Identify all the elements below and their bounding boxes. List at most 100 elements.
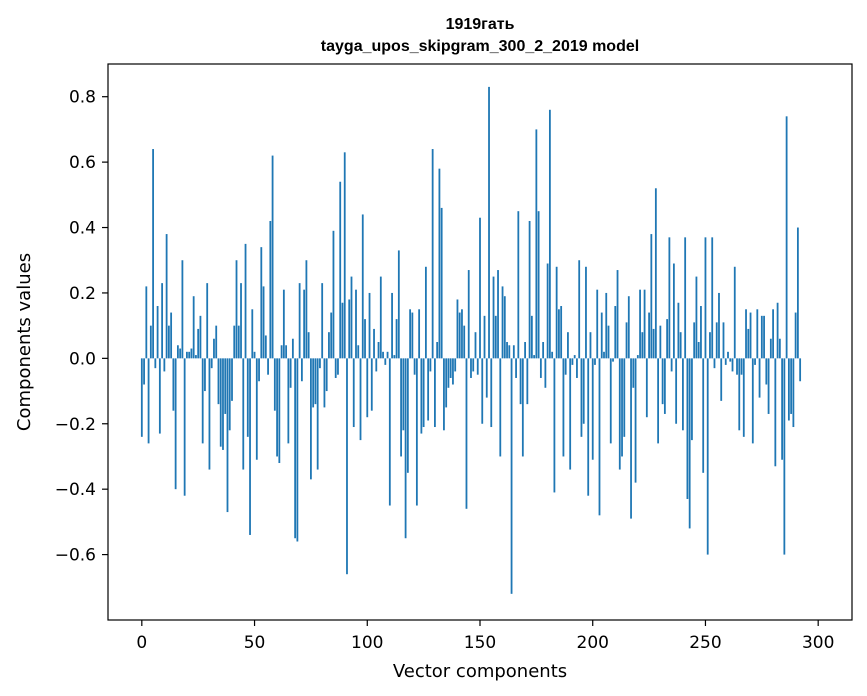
- bar: [271, 155, 274, 359]
- bar: [501, 286, 504, 359]
- bar: [368, 292, 371, 359]
- bar: [562, 358, 565, 457]
- bar: [267, 358, 269, 375]
- bar: [713, 358, 716, 369]
- bar: [201, 358, 204, 444]
- bar: [551, 351, 554, 359]
- bar: [278, 358, 281, 464]
- bar: [594, 358, 596, 365]
- bar: [323, 358, 326, 408]
- x-axis: 0 50 100 150 200 250 300: [136, 620, 834, 653]
- bar: [616, 270, 619, 359]
- bar: [641, 332, 644, 359]
- bar: [206, 283, 209, 359]
- x-axis-label: Vector components: [393, 661, 567, 682]
- bar: [204, 358, 206, 392]
- bar: [224, 358, 227, 414]
- bar: [530, 315, 533, 359]
- bar: [494, 315, 497, 359]
- bar: [276, 358, 278, 457]
- bar: [377, 342, 380, 359]
- bar: [691, 358, 693, 441]
- bar: [391, 292, 393, 359]
- bar: [273, 358, 276, 411]
- bar: [167, 325, 170, 359]
- bar: [747, 328, 750, 359]
- bar: [614, 306, 617, 359]
- bars-group: [140, 86, 802, 594]
- bar: [240, 283, 242, 359]
- bar: [718, 292, 720, 359]
- bar: [181, 260, 184, 359]
- bar: [558, 309, 560, 359]
- bar: [197, 328, 200, 359]
- bar: [436, 342, 439, 359]
- bar: [149, 325, 152, 359]
- bar: [528, 220, 531, 359]
- bar: [258, 358, 260, 382]
- bar: [260, 247, 263, 359]
- bar: [537, 211, 540, 359]
- bar: [215, 325, 218, 359]
- bar: [413, 358, 416, 375]
- bar: [722, 322, 725, 359]
- bar: [684, 237, 687, 359]
- y-tick-label: 0.4: [69, 219, 96, 239]
- bar: [282, 289, 285, 359]
- bar: [499, 358, 502, 457]
- x-tick-label: 50: [244, 633, 266, 653]
- bar: [508, 345, 511, 359]
- bar: [512, 345, 515, 359]
- y-tick-label: −0.6: [55, 546, 96, 566]
- bar: [152, 149, 154, 359]
- bar: [350, 276, 353, 359]
- bar: [156, 306, 159, 359]
- bar: [154, 358, 157, 369]
- bar: [774, 358, 777, 467]
- bar: [598, 358, 601, 516]
- bar: [418, 309, 421, 359]
- bar: [560, 306, 563, 359]
- bar: [693, 322, 696, 359]
- bar: [337, 358, 339, 375]
- bar: [488, 86, 490, 359]
- bar: [330, 312, 333, 359]
- bar: [582, 358, 585, 424]
- bar: [792, 358, 795, 428]
- bar: [411, 312, 414, 359]
- bar: [578, 260, 581, 359]
- bar: [645, 358, 648, 418]
- bar: [727, 351, 729, 359]
- y-tick-label: 0.8: [69, 88, 96, 108]
- bar: [623, 358, 626, 437]
- bar: [564, 358, 567, 375]
- bar: [402, 358, 405, 431]
- bar: [249, 358, 251, 535]
- bar: [420, 358, 423, 434]
- bar: [763, 315, 765, 359]
- bar: [253, 351, 256, 359]
- bar: [553, 358, 556, 493]
- x-tick-label: 250: [689, 633, 721, 653]
- bar: [291, 338, 294, 359]
- bar: [406, 358, 409, 473]
- bar: [375, 358, 378, 372]
- bar: [409, 309, 412, 359]
- bar: [452, 358, 454, 385]
- bar: [186, 351, 188, 359]
- bar: [731, 358, 734, 372]
- bar: [702, 358, 705, 473]
- bar: [736, 358, 738, 375]
- bar: [686, 358, 689, 499]
- bar: [585, 266, 587, 359]
- bar: [668, 237, 671, 359]
- bar: [454, 358, 457, 372]
- bar: [706, 358, 709, 555]
- bar: [767, 358, 770, 414]
- bar: [510, 358, 513, 594]
- bar: [650, 234, 653, 359]
- bar: [325, 358, 328, 392]
- bar: [400, 358, 402, 457]
- y-tick-label: 0.0: [69, 349, 96, 369]
